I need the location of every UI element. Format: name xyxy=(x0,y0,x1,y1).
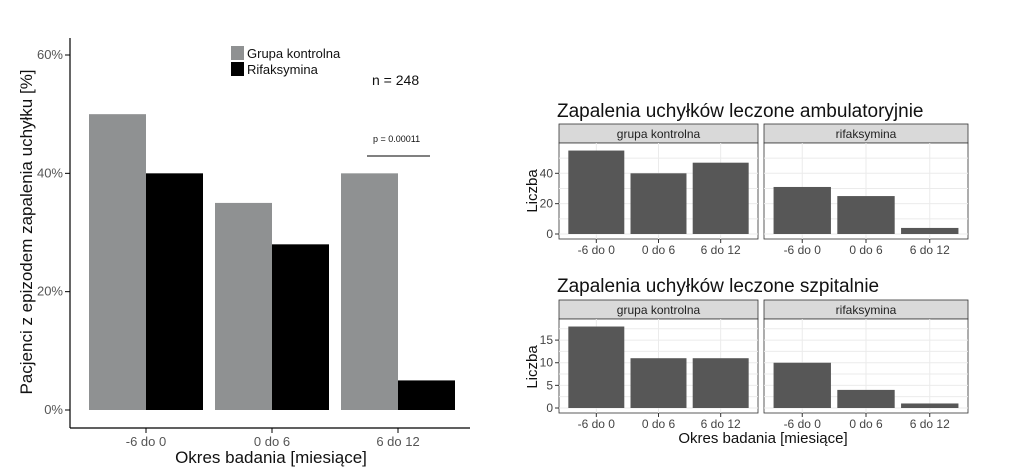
facet-panel-bottom-control: grupa kontrolna -6 do 0 0 do 6 6 do 12 xyxy=(558,299,759,431)
left-y-ticks: 0% 20% 40% 60% xyxy=(37,47,70,417)
right-bottom-x-axis-title: Okres badania [miesiące] xyxy=(678,430,847,447)
x-tick-label: -6 do 0 xyxy=(578,243,616,257)
bar-grupa-kontrolna-6-do-12 xyxy=(692,162,749,234)
x-tick-label: 0 do 6 xyxy=(254,434,290,449)
x-ticks-bottom-rifaksymina: -6 do 0 0 do 6 6 do 12 xyxy=(784,413,950,431)
bar-grupa-kontrolna-6-do-0 xyxy=(89,114,146,411)
right-top-y-ticks: 0 20 40 xyxy=(540,166,559,241)
x-tick-label: -6 do 0 xyxy=(578,417,616,431)
facet-panel-top-control: grupa kontrolna -6 do 0 0 do 6 6 do 12 xyxy=(558,123,759,257)
strip-label-top-rifaksymina: rifaksymina xyxy=(836,127,897,141)
bar-rifaksymina-0-do-6 xyxy=(837,389,895,408)
bar-grupa-kontrolna-0-do-6 xyxy=(630,358,687,408)
sample-size-annotation: n = 248 xyxy=(372,72,419,88)
y-tick-label: 20 xyxy=(540,197,554,211)
y-tick-label: 20% xyxy=(37,284,63,299)
bar-grupa-kontrolna-0-do-6 xyxy=(215,202,272,410)
bars-top-rifaksymina xyxy=(773,186,959,234)
x-ticks-top-rifaksymina: -6 do 0 0 do 6 6 do 12 xyxy=(784,239,950,257)
left-y-axis-title: Pacjenci z epizodem zapalenia uchyłku [%… xyxy=(17,69,36,394)
bars-bottom-control xyxy=(568,326,749,408)
bar-grupa-kontrolna-6-do-12 xyxy=(341,173,398,410)
left-bars xyxy=(89,114,455,411)
bar-rifaksymina-0-do-6 xyxy=(837,196,895,234)
bar-grupa-kontrolna-6-do-0 xyxy=(568,326,625,408)
legend: Grupa kontrolna Rifaksymina xyxy=(231,46,341,77)
right-top-y-axis-title: Liczba xyxy=(524,169,541,213)
strip-label-bottom-rifaksymina: rifaksymina xyxy=(836,303,897,317)
y-tick-label: 10 xyxy=(540,356,554,370)
x-tick-label: 0 do 6 xyxy=(642,417,676,431)
legend-label-rifaksymina: Rifaksymina xyxy=(247,62,319,77)
x-ticks-top-control: -6 do 0 0 do 6 6 do 12 xyxy=(578,239,741,257)
p-value-annotation: p = 0.00011 xyxy=(373,134,420,144)
bar-rifaksymina-6-do-0 xyxy=(146,173,203,410)
y-tick-label: 60% xyxy=(37,47,63,62)
right-bottom-y-ticks: 0 5 10 15 xyxy=(540,333,559,415)
bar-grupa-kontrolna-6-do-0 xyxy=(568,150,625,234)
left-x-ticks: -6 do 0 0 do 6 6 do 12 xyxy=(126,428,420,449)
left-chart: 0% 20% 40% 60% -6 do 0 0 do 6 6 do 12 Okres b… xyxy=(17,38,470,467)
x-tick-label: 6 do 12 xyxy=(701,417,741,431)
right-bottom-y-axis-title: Liczba xyxy=(524,345,541,389)
bar-grupa-kontrolna-0-do-6 xyxy=(630,173,687,234)
x-tick-label: -6 do 0 xyxy=(784,243,822,257)
x-tick-label: 6 do 12 xyxy=(376,434,419,449)
right-top-title: Zapalenia uchyłków leczone ambulatoryjni… xyxy=(557,101,923,122)
x-tick-label: 6 do 12 xyxy=(701,243,741,257)
right-bottom-chart: Zapalenia uchyłków leczone szpitalnie Li… xyxy=(524,276,969,447)
x-ticks-bottom-control: -6 do 0 0 do 6 6 do 12 xyxy=(578,413,741,431)
bar-rifaksymina-6-do-12 xyxy=(398,380,455,410)
y-tick-label: 0 xyxy=(546,401,553,415)
legend-swatch-rifaksymina xyxy=(231,62,244,76)
bar-rifaksymina-0-do-6 xyxy=(272,244,329,410)
strip-label-bottom-control: grupa kontrolna xyxy=(617,303,701,317)
bars-top-control xyxy=(568,150,749,234)
bar-rifaksymina-6-do-12 xyxy=(901,227,959,234)
x-tick-label: 0 do 6 xyxy=(849,417,883,431)
y-tick-label: 0% xyxy=(44,402,63,417)
y-tick-label: 40% xyxy=(37,165,63,180)
y-tick-label: 5 xyxy=(546,378,553,392)
left-x-axis-title: Okres badania [miesiące] xyxy=(175,448,367,467)
bar-grupa-kontrolna-6-do-12 xyxy=(692,358,749,408)
x-tick-label: -6 do 0 xyxy=(126,434,166,449)
facet-panel-bottom-rifaksymina: rifaksymina -6 do 0 0 do 6 6 do 12 xyxy=(763,299,969,431)
strip-label-top-control: grupa kontrolna xyxy=(617,127,701,141)
legend-swatch-grupa-kontrolna xyxy=(231,46,244,60)
bar-rifaksymina-6-do-0 xyxy=(773,362,831,408)
right-bottom-title: Zapalenia uchyłków leczone szpitalnie xyxy=(557,276,879,297)
bar-rifaksymina-6-do-0 xyxy=(773,186,831,234)
facet-panel-top-rifaksymina: rifaksymina -6 do 0 0 do 6 6 do 12 xyxy=(763,123,969,257)
x-tick-label: 0 do 6 xyxy=(642,243,676,257)
x-tick-label: 0 do 6 xyxy=(849,243,883,257)
y-tick-label: 0 xyxy=(546,227,553,241)
bar-rifaksymina-6-do-12 xyxy=(901,403,959,408)
x-tick-label: 6 do 12 xyxy=(910,243,950,257)
y-tick-label: 15 xyxy=(540,333,554,347)
legend-label-grupa-kontrolna: Grupa kontrolna xyxy=(247,46,341,61)
bars-bottom-rifaksymina xyxy=(773,362,959,408)
y-tick-label: 40 xyxy=(540,166,554,180)
right-top-chart: Zapalenia uchyłków leczone ambulatoryjni… xyxy=(524,101,969,257)
x-tick-label: 6 do 12 xyxy=(910,417,950,431)
x-tick-label: -6 do 0 xyxy=(784,417,822,431)
